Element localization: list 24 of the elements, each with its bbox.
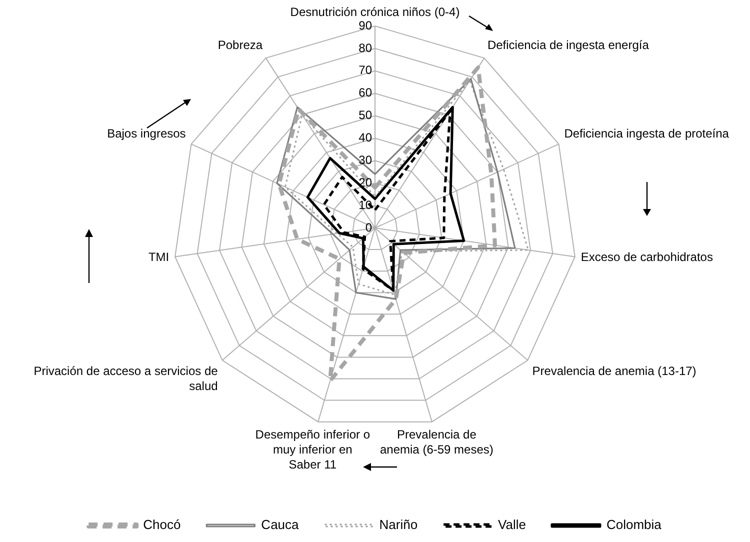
y-tick-label: 0 <box>365 220 372 234</box>
spoke-label: Exceso de carbohidratos <box>580 250 713 264</box>
y-tick-label: 40 <box>358 130 372 145</box>
y-tick-label: 80 <box>358 40 372 55</box>
spoke-label: Desempeño inferior o muy inferior en Saber 11 <box>255 427 370 472</box>
spoke-label: Deficiencia ingesta de proteína <box>564 126 730 140</box>
y-tick-label: 90 <box>358 18 372 32</box>
y-tick-label: 60 <box>358 86 372 100</box>
legend-label: Nariño <box>379 517 418 532</box>
spoke-label: Prevalencia de anemia (6-59 meses) <box>380 427 494 456</box>
y-tick-label: 30 <box>358 152 372 167</box>
spoke-label: Desnutrición crónica niños (0-4) <box>290 4 460 19</box>
y-tick-label: 50 <box>358 108 372 122</box>
legend-label: Chocó <box>143 517 181 532</box>
spoke-label: Pobreza <box>218 38 263 52</box>
spoke-label: Privación de acceso a servicios de salud <box>34 364 218 394</box>
y-tick-label: 70 <box>358 63 372 78</box>
spoke-label: Prevalencia de anemia (13-17) <box>532 364 696 378</box>
legend-label: Colombia <box>606 517 662 532</box>
spoke-label: Deficiencia de ingesta energía <box>487 38 650 52</box>
legend-label: Valle <box>498 517 526 532</box>
spoke-label: Bajos ingresos <box>107 126 186 140</box>
legend-label: Cauca <box>261 517 300 532</box>
spoke-label: TMI <box>148 250 170 264</box>
